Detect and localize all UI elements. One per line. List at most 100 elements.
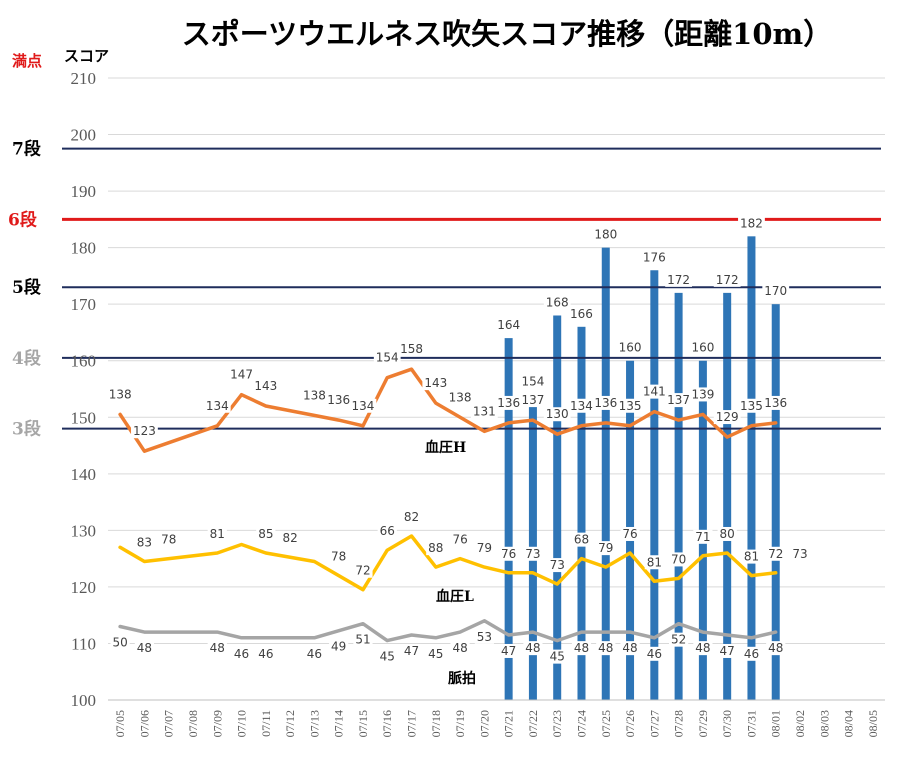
pulse-value-label: 47 [501,644,516,658]
bp-low-value-label-bg [207,526,227,541]
bp-low-value-label: 83 [137,535,152,549]
y-tick-label: 140 [71,465,97,484]
bp-high-line [118,367,778,453]
bp-high-value-label: 137 [521,393,544,407]
y-tick-label: 110 [71,634,96,653]
bp-low-value-label-bg [596,541,616,556]
x-tick-label: 07/14 [332,710,346,737]
bp-high-value-label: 136 [594,396,617,410]
pulse-value-label: 48 [768,641,783,655]
pulse-value-label: 48 [598,641,613,655]
pulse-value-label-bg [741,646,762,661]
score-bar [504,338,513,700]
bp-high-value-label: 135 [740,399,763,413]
rank-label: 4段 [12,348,41,369]
x-tick-label: 07/10 [235,710,249,737]
bar-value-label: 180 [594,228,617,242]
bp-high-value-label: 137 [667,393,690,407]
bp-high-value-label: 141 [643,385,666,399]
x-tick-label: 07/21 [502,710,516,737]
x-tick-label: 07/18 [429,710,443,737]
x-tick-label: 07/07 [162,710,176,737]
bp-low-value-label: 85 [258,527,273,541]
bp-high-value-label: 138 [449,390,472,404]
bp-high-value-label-bg [689,387,717,402]
x-tick-label: 07/11 [259,710,273,737]
pulse-value-label-bg [669,632,689,647]
bp-high-value-label: 134 [352,399,375,413]
bp-low-value-label: 73 [550,558,565,572]
pulse-value-label: 46 [307,647,322,661]
bp-low-value-label-bg [450,532,470,547]
bp-high-value-label: 143 [254,379,277,393]
bp-low-value-label-bg [523,546,543,561]
bp-low-value-label-bg [499,546,519,561]
bar-value-label-bg [665,272,693,287]
score-bar [553,315,562,700]
bp-high-value-label-bg [543,407,571,422]
pulse-value-label: 48 [622,641,637,655]
bp-low-value-label-bg [280,531,300,546]
bp-low-value-label-bg [717,526,737,541]
bp-low-value-label-bg [620,526,640,541]
pulse-value-label-bg [499,643,519,658]
y-tick-label: 160 [71,352,97,371]
bp-low-value-label: 79 [598,541,613,555]
x-tick-label: 08/02 [793,710,807,737]
y-tick-label: 190 [71,182,97,201]
bp-high-value-label: 136 [764,396,787,410]
bar-value-label-bg [689,340,717,355]
y-tick-label: 150 [71,408,97,427]
bp-high-value-label-bg [762,395,790,410]
bar-value-label: 164 [497,318,520,332]
pulse-value-label: 47 [720,644,735,658]
bp-high-value-label: 134 [570,399,593,413]
pulse-value-label: 45 [550,650,565,664]
bp-low-value-label-bg [741,549,762,564]
bp-high-value-label-bg [252,378,280,393]
bp-low-value-label: 81 [210,527,225,541]
bar-value-label: 168 [546,295,569,309]
bar-value-label-bg [519,374,547,389]
x-tick-label: 07/17 [405,710,419,737]
bp-low-value-label-bg [159,532,179,547]
pulse-value-label-bg [717,643,737,658]
bp-high-value-label: 134 [206,399,229,413]
bp-high-value-label-bg [422,376,450,391]
bar-value-label: 170 [764,284,787,298]
bp-high-value-label-bg [713,410,741,425]
data-labels: 1641541681661801601761721601721821701381… [106,216,810,664]
pulse-value-label: 48 [452,641,467,655]
y-tick-label: 100 [71,691,97,710]
bp-high-value-label: 135 [619,399,642,413]
bp-low-value-label: 72 [355,564,370,578]
bp-low-value-label: 70 [671,552,686,566]
bar-value-label: 160 [691,341,714,355]
pulse-value-label-bg [207,641,227,656]
pulse-value-label: 53 [477,630,492,644]
pulse-value-label-bg [596,641,616,656]
x-tick-label: 07/19 [453,710,467,737]
bp-low-value-label-bg [401,510,422,525]
bp-high-value-label-bg [300,388,328,403]
pulse-line [118,619,778,643]
bp-high-value-label-bg [106,387,134,402]
pulse-value-label-bg [693,641,713,656]
bp-high-value-label: 158 [400,342,423,356]
bar-value-label-bg [568,306,595,321]
bp-high-value-label-bg [228,367,255,382]
bp-low-value-label-bg [474,541,494,556]
pulse-value-label-bg [110,635,130,650]
score-bar [577,326,586,700]
bp-high-value-label: 123 [133,424,156,438]
pulse-value-label-bg [766,641,786,656]
bar-value-label-bg [543,295,571,310]
x-tick-label: 07/29 [696,710,710,737]
pulse-value-label-bg [644,646,664,661]
score-bar [601,247,610,701]
rank-label: 5段 [12,277,41,298]
pulse-value-label-bg [401,643,422,658]
y-tick-label: 200 [71,126,97,145]
bp-low-value-label-bg [644,555,664,570]
pulse-value-label-bg [231,646,252,661]
